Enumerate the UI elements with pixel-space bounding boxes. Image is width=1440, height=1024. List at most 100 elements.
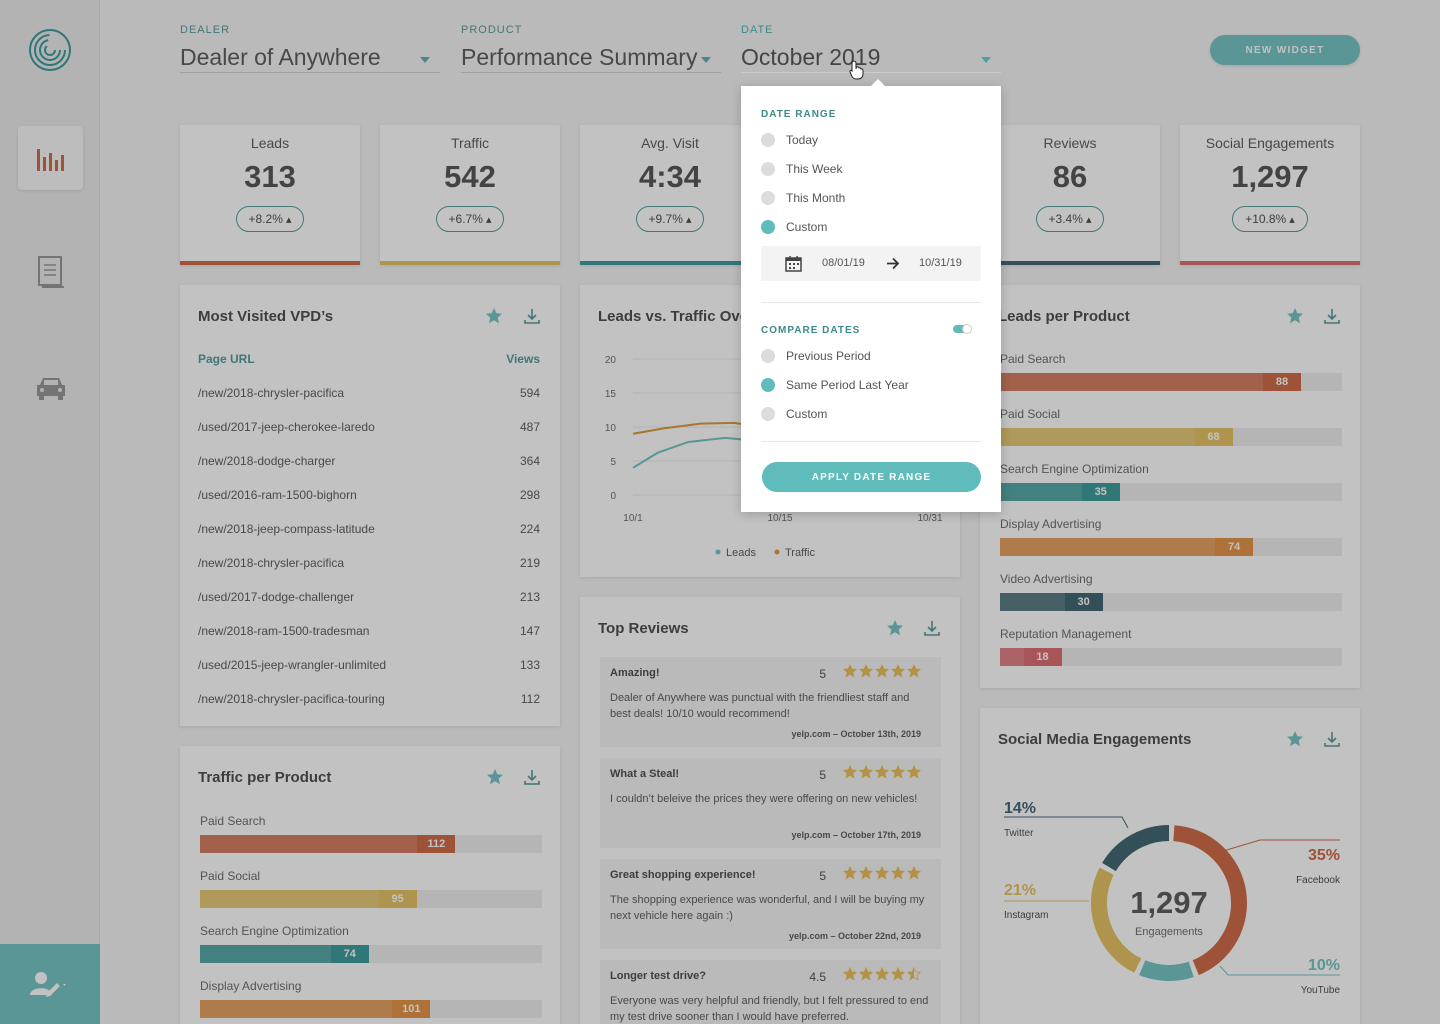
rating-star-icon [875, 765, 889, 779]
review-item[interactable]: Amazing! 5 Dealer of Anywhere was punctual… [600, 657, 941, 747]
radio-icon[interactable] [761, 349, 775, 363]
radio-icon[interactable] [761, 191, 775, 205]
table-row[interactable]: /new/2018-chrysler-pacifica-touring 112 [198, 692, 540, 726]
table-row[interactable]: /new/2018-chrysler-pacifica 594 [198, 386, 540, 420]
table-row[interactable]: /new/2018-chrysler-pacifica 219 [198, 556, 540, 590]
radio-option[interactable]: Same Period Last Year [761, 376, 909, 394]
custom-range-input[interactable]: 08/01/19 10/31/19 [761, 246, 981, 281]
rating-star-icon [907, 664, 921, 678]
radio-option[interactable]: Custom [761, 218, 827, 236]
kpi-card[interactable]: Avg. Visit 4:34 +9.7% ▴ [580, 125, 760, 265]
compare-toggle[interactable] [953, 324, 972, 334]
download-icon[interactable] [923, 619, 941, 637]
dealer-select[interactable]: DEALER Dealer of Anywhere [180, 24, 440, 73]
card-title: Most Visited VPD’s [198, 308, 334, 325]
x-tick-label: 10/31 [917, 513, 942, 524]
download-icon[interactable] [523, 307, 541, 325]
user-menu[interactable] [0, 944, 100, 1024]
review-item[interactable]: What a Steal! 5 I couldn’t beleive the pri… [600, 758, 941, 848]
apply-date-range-button[interactable]: APPLY DATE RANGE [762, 462, 981, 492]
bar-track: 112 [200, 835, 542, 853]
kpi-card[interactable]: Leads 313 +8.2% ▴ [180, 125, 360, 265]
donut-slice[interactable] [1173, 825, 1247, 976]
range-start[interactable]: 08/01/19 [822, 257, 865, 269]
review-title: Amazing! [610, 667, 660, 679]
page-url[interactable]: /used/2016-ram-1500-bighorn [198, 488, 357, 502]
page-url[interactable]: /new/2018-ram-1500-tradesman [198, 624, 370, 638]
product-label: PRODUCT [461, 24, 523, 36]
star-icon[interactable] [1286, 730, 1304, 748]
nav-reports[interactable] [18, 240, 83, 304]
page-url[interactable]: /new/2018-jeep-compass-latitude [198, 522, 375, 536]
radio-option[interactable]: Today [761, 131, 818, 149]
table-row[interactable]: /new/2018-jeep-compass-latitude 224 [198, 522, 540, 556]
new-widget-button[interactable]: NEW WIDGET [1210, 35, 1360, 65]
review-item[interactable]: Longer test drive? 4.5 Everyone was very h… [600, 960, 941, 1024]
rating-star-icon [859, 967, 873, 981]
star-icon[interactable] [886, 619, 904, 637]
page-url[interactable]: /new/2018-chrysler-pacifica [198, 556, 345, 570]
nav-inventory[interactable] [18, 356, 83, 420]
radio-option[interactable]: This Month [761, 189, 845, 207]
radio-icon[interactable] [761, 407, 775, 421]
radio-icon[interactable] [761, 162, 775, 176]
page-url[interactable]: /new/2018-dodge-charger [198, 454, 336, 468]
table-row[interactable]: /new/2018-dodge-charger 364 [198, 454, 540, 488]
rating-star-icon [907, 967, 921, 981]
table-row[interactable]: /new/2018-ram-1500-tradesman 147 [198, 624, 540, 658]
star-icon[interactable] [1286, 307, 1304, 325]
review-title: Great shopping experience! [610, 869, 756, 881]
slice-percent: 14% [1004, 800, 1036, 817]
bar-item: Paid Search 112 [200, 814, 542, 862]
page-url[interactable]: /used/2017-dodge-challenger [198, 590, 355, 604]
product-select[interactable]: PRODUCT Performance Summary [461, 24, 721, 73]
bar-track: 35 [1000, 483, 1342, 501]
donut-slice[interactable] [1139, 960, 1194, 981]
kpi-card[interactable]: Social Engagements 1,297 +10.8% ▴ [1180, 125, 1360, 265]
table-row[interactable]: /used/2017-jeep-cherokee-laredo 487 [198, 420, 540, 454]
slice-percent: 10% [1308, 957, 1340, 974]
donut-total-label: Engagements [1135, 926, 1203, 938]
bar-label: Paid Social [200, 869, 261, 883]
page-url[interactable]: /used/2017-jeep-cherokee-laredo [198, 420, 375, 434]
y-tick-label: 10 [605, 423, 617, 434]
radio-icon[interactable] [761, 378, 775, 392]
reviews-card: Top Reviews Amazing! 5 Dealer of Anywhere … [580, 597, 960, 1024]
donut-chart: 1,297 Engagements 35% Facebook 10% YouTube 21%… [1004, 800, 1341, 996]
radio-icon[interactable] [761, 220, 775, 234]
donut-slice[interactable] [1102, 825, 1170, 872]
slice-label: YouTube [1301, 985, 1341, 996]
page-url[interactable]: /used/2015-jeep-wrangler-unlimited [198, 658, 387, 672]
sidebar [0, 0, 100, 1024]
review-item[interactable]: Great shopping experience! 5 The shopping … [600, 859, 941, 949]
donut-slice[interactable] [1091, 867, 1142, 973]
radio-option[interactable]: This Week [761, 160, 842, 178]
nav-analytics[interactable] [18, 126, 83, 190]
review-title: Longer test drive? [610, 970, 706, 982]
card-title: Leads vs. Traffic Ove [598, 308, 749, 325]
table-row[interactable]: /used/2015-jeep-wrangler-unlimited 133 [198, 658, 540, 692]
radio-icon[interactable] [761, 133, 775, 147]
kpi-card[interactable]: Reviews 86 +3.4% ▴ [980, 125, 1160, 265]
range-end[interactable]: 10/31/19 [919, 257, 962, 269]
star-icon[interactable] [486, 768, 504, 786]
download-icon[interactable] [1323, 307, 1341, 325]
download-icon[interactable] [1323, 730, 1341, 748]
star-rating [843, 765, 921, 779]
calendar-icon[interactable] [785, 255, 802, 272]
radio-option[interactable]: Custom [761, 405, 827, 423]
kpi-card[interactable]: Traffic 542 +6.7% ▴ [380, 125, 560, 265]
star-icon[interactable] [485, 307, 503, 325]
bar-item: Video Advertising 30 [1000, 572, 1342, 620]
radio-option[interactable]: Previous Period [761, 347, 871, 365]
logo-icon[interactable] [28, 28, 72, 72]
table-row[interactable]: /used/2017-dodge-challenger 213 [198, 590, 540, 624]
callout-line [1004, 816, 1129, 829]
page-url[interactable]: /new/2018-chrysler-pacifica [198, 386, 345, 400]
page-url[interactable]: /new/2018-chrysler-pacifica-touring [198, 692, 385, 706]
table-row[interactable]: /used/2016-ram-1500-bighorn 298 [198, 488, 540, 522]
kpi-value: 542 [444, 159, 496, 194]
download-icon[interactable] [523, 768, 541, 786]
date-select[interactable]: DATE October 2019 [741, 24, 1001, 80]
